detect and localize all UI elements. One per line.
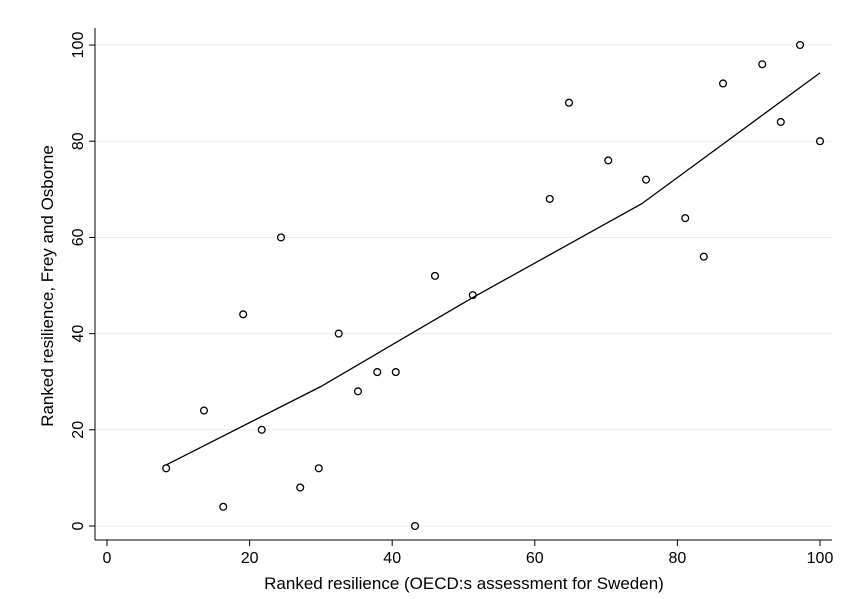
- point: [199, 406, 209, 415]
- point: [776, 117, 785, 127]
- point: [410, 521, 420, 531]
- y-axis-title: Ranked resilience, Frey and Osborne: [38, 145, 57, 427]
- x-tick-label: 40: [383, 550, 401, 567]
- point: [353, 387, 363, 396]
- x-tick-label: 20: [241, 550, 259, 567]
- point: [718, 79, 728, 88]
- y-tick-label: 0: [70, 521, 87, 530]
- point: [219, 502, 228, 511]
- point: [257, 425, 266, 434]
- point: [276, 233, 286, 242]
- point: [468, 291, 477, 300]
- x-tick-label: 60: [526, 550, 544, 567]
- y-tick-label: 100: [70, 32, 87, 59]
- point: [334, 329, 343, 338]
- point: [564, 98, 574, 107]
- point: [373, 368, 382, 377]
- point: [545, 194, 554, 203]
- point: [162, 464, 171, 473]
- point: [604, 156, 613, 165]
- x-tick-label: 100: [807, 550, 834, 567]
- y-tick-label: 80: [70, 132, 87, 150]
- point: [815, 137, 825, 146]
- point: [681, 214, 690, 223]
- point: [296, 483, 305, 492]
- point: [391, 368, 400, 377]
- y-tick-label: 40: [70, 325, 87, 343]
- point: [641, 175, 651, 184]
- y-tick-label: 60: [70, 228, 87, 246]
- x-tick-label: 0: [103, 550, 112, 567]
- point: [758, 60, 767, 69]
- y-tick-label: 20: [70, 421, 87, 439]
- point: [795, 40, 805, 50]
- x-axis-title: Ranked resilience (OECD:s assessment for…: [264, 574, 664, 593]
- fit-line: [165, 72, 821, 466]
- point: [239, 310, 248, 319]
- point: [430, 271, 440, 280]
- point: [314, 464, 323, 473]
- x-tick-label: 80: [669, 550, 687, 567]
- point: [699, 252, 708, 261]
